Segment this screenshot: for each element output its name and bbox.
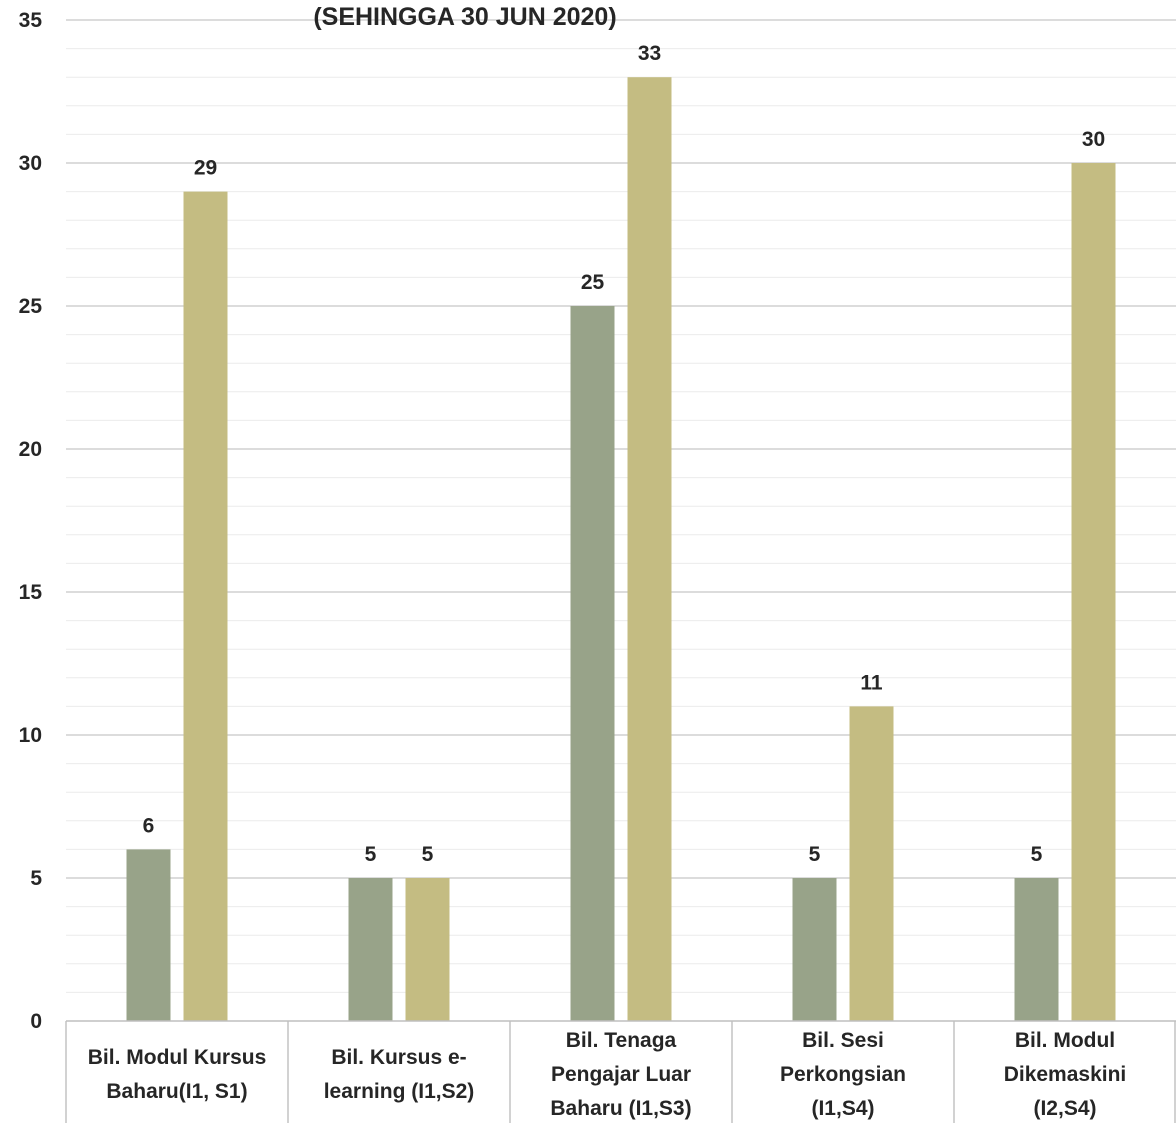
bar [348, 878, 393, 1021]
bars: 6 5 25 5 5 29 5 33 11 30 [126, 42, 1116, 1022]
y-tick-label: 0 [30, 1010, 42, 1033]
x-category-label: (I1,S4) [811, 1097, 874, 1120]
x-category-label: Dikemaskini [1004, 1063, 1127, 1086]
x-category-label: learning (I1,S2) [324, 1080, 475, 1103]
x-category-label: Bil. Sesi [802, 1029, 884, 1052]
data-label: 5 [422, 843, 434, 866]
data-label: 30 [1082, 128, 1105, 151]
bar [126, 849, 171, 1021]
bar [849, 706, 894, 1021]
x-category-label: Bil. Tenaga [566, 1029, 677, 1052]
y-tick-label: 35 [19, 9, 43, 32]
data-label: 25 [581, 271, 605, 294]
x-category-label: Perkongsian [780, 1063, 906, 1086]
x-category-label: Baharu (I1,S3) [550, 1097, 691, 1120]
gridlines [66, 19, 1176, 993]
bar [1014, 878, 1059, 1021]
bar [627, 77, 672, 1021]
bar [183, 191, 228, 1022]
chart-title: (SEHINGGA 30 JUN 2020) [313, 3, 616, 31]
data-label: 5 [1031, 843, 1043, 866]
data-label: 5 [365, 843, 377, 866]
x-category-label: Bil. Kursus e- [331, 1046, 466, 1069]
y-tick-label: 30 [19, 152, 42, 175]
y-tick-label: 10 [19, 724, 42, 747]
axes: 0 5 10 15 20 25 30 35 Bil. Modul Kursus Baharu(I1… [19, 9, 1176, 1123]
x-category-label: Bil. Modul Kursus [88, 1046, 267, 1069]
y-tick-label: 25 [19, 295, 43, 318]
y-tick-label: 5 [30, 867, 42, 890]
bar [1071, 163, 1116, 1021]
data-label: 33 [638, 42, 661, 65]
y-tick-label: 15 [19, 581, 43, 604]
x-category-label: (I2,S4) [1033, 1097, 1096, 1120]
y-tick-label: 20 [19, 438, 42, 461]
x-category-label: Baharu(I1, S1) [106, 1080, 247, 1103]
bar [405, 878, 450, 1021]
data-label: 6 [143, 814, 155, 837]
x-category-label: Pengajar Luar [551, 1063, 691, 1086]
bar [570, 306, 615, 1021]
data-label: 29 [194, 157, 217, 180]
bar [792, 878, 837, 1021]
data-label: 5 [809, 843, 821, 866]
x-category-label: Bil. Modul [1015, 1029, 1115, 1052]
data-label: 11 [860, 671, 883, 694]
